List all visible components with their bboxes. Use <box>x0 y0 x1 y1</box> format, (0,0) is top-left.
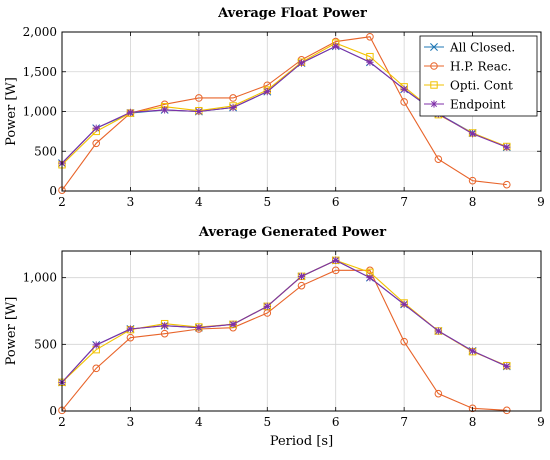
legend-marker <box>430 43 438 51</box>
x-tick-label: 8 <box>469 415 477 429</box>
data-point <box>468 130 477 138</box>
x-axis-label: Period [s] <box>270 434 333 449</box>
chart-panel-1: 2 3 4 5 6 7 8 9 0 500 1,000 1,500 2,000 Average Float… <box>4 6 545 209</box>
data-point <box>126 325 135 333</box>
data-point <box>92 364 101 373</box>
legend-marker <box>430 62 438 70</box>
data-point <box>503 362 511 370</box>
legend-entry-label: All Closed. <box>449 41 515 55</box>
data-point <box>366 58 374 66</box>
data-point <box>229 94 237 102</box>
data-point <box>126 333 135 342</box>
y-axis-label: Power [W] <box>4 297 19 366</box>
data-point <box>195 324 203 332</box>
x-tick-label: 3 <box>127 415 135 429</box>
x-tick-label: 6 <box>332 415 340 429</box>
data-point <box>434 389 443 398</box>
data-point <box>503 143 511 151</box>
data-point <box>400 337 408 346</box>
data-point <box>502 180 511 189</box>
data-point <box>126 108 135 116</box>
x-tick-label: 2 <box>58 195 66 209</box>
x-tick-label: 4 <box>195 415 203 429</box>
data-point <box>468 347 477 355</box>
y-tick-label: 1,000 <box>23 105 57 119</box>
data-point <box>263 302 271 310</box>
y-tick-label: 0 <box>49 404 57 418</box>
legend-marker <box>430 100 438 108</box>
series-line-2 <box>61 269 507 411</box>
x-tick-label: 2 <box>58 415 66 429</box>
data-point <box>263 88 271 96</box>
data-point <box>400 98 408 106</box>
data-point <box>332 42 340 50</box>
data-point <box>92 139 101 148</box>
data-point <box>195 94 203 102</box>
series-line-1 <box>61 259 508 383</box>
x-tick-label: 6 <box>332 195 340 209</box>
data-point <box>400 300 408 308</box>
data-point <box>297 281 306 290</box>
x-tick-label: 4 <box>195 195 203 209</box>
x-tick-label: 8 <box>469 195 477 209</box>
y-tick-label: 500 <box>34 144 57 158</box>
legend-marker <box>430 81 438 89</box>
data-point <box>502 406 511 415</box>
y-tick-label: 1,000 <box>23 271 57 285</box>
y-tick-label: 2,000 <box>23 25 57 39</box>
series-line-4 <box>61 259 508 383</box>
y-tick-label: 1,500 <box>23 65 57 79</box>
x-tick-label: 3 <box>127 195 135 209</box>
plot-frame <box>61 250 542 412</box>
data-point <box>468 404 477 413</box>
y-tick-label: 0 <box>49 184 57 198</box>
data-point <box>468 176 477 185</box>
data-point <box>161 106 169 114</box>
data-point <box>92 341 100 349</box>
x-tick-label: 9 <box>537 195 545 209</box>
data-point <box>434 155 443 163</box>
x-tick-label: 7 <box>400 195 408 209</box>
x-tick-label: 7 <box>400 415 408 429</box>
data-point <box>366 32 374 41</box>
data-point <box>229 103 237 112</box>
legend-entry-label: Opti. Cont <box>450 79 513 93</box>
x-tick-label: 9 <box>537 415 545 429</box>
legend: All Closed. H.P. Reac. Opti. Cont Endpoint <box>419 35 538 117</box>
data-point <box>297 59 306 67</box>
legend-box <box>419 35 538 117</box>
chart-title: Average Float Power <box>217 6 367 21</box>
data-point <box>297 272 306 280</box>
chart-title: Average Generated Power <box>198 225 386 240</box>
data-point <box>400 85 408 93</box>
data-point <box>195 107 203 116</box>
y-tick-label: 500 <box>34 337 57 351</box>
data-point <box>229 320 237 328</box>
chart-panel-2: 2 3 4 5 6 7 8 9 0 500 1,000 Average Generated Power… <box>4 225 545 449</box>
data-point <box>160 329 169 338</box>
series-line-3 <box>61 259 507 383</box>
data-point <box>332 256 340 264</box>
data-point <box>366 274 374 282</box>
x-tick-label: 5 <box>263 195 271 209</box>
data-point <box>92 124 100 132</box>
x-tick-label: 5 <box>263 415 271 429</box>
data-point <box>331 266 340 275</box>
y-axis-label: Power [W] <box>4 77 19 146</box>
data-point <box>161 322 169 330</box>
data-point <box>434 327 442 335</box>
legend-entry-label: Endpoint <box>450 98 506 112</box>
legend-entry-label: H.P. Reac. <box>450 60 511 74</box>
